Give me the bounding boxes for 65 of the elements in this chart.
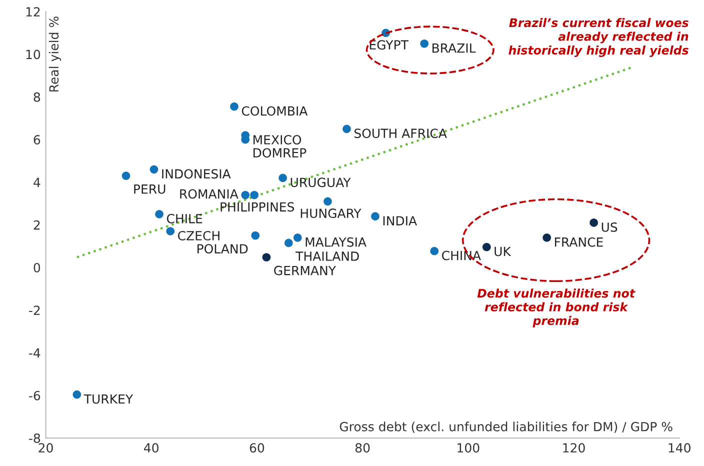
annotation: HUNGARY <box>300 208 362 218</box>
annotation: PERU <box>134 184 166 194</box>
annotation: Brazil’s current fiscal woes already reflected in historically high real yields <box>508 18 688 57</box>
annotation: US <box>602 222 618 232</box>
annotation: GERMANY <box>274 266 336 276</box>
point <box>284 238 293 248</box>
point <box>542 233 551 242</box>
y-tick-label: 2 <box>34 220 40 230</box>
point <box>166 227 175 236</box>
point <box>122 172 130 180</box>
x-tick-label: 100 <box>458 443 480 453</box>
point <box>251 231 260 240</box>
point <box>342 124 351 134</box>
point <box>293 233 302 242</box>
annotation: URUGUAY <box>290 178 351 188</box>
annotation: MEXICO <box>254 135 302 144</box>
annotation: EGYPT <box>370 40 408 50</box>
y-tick-label: 0 <box>34 262 40 272</box>
annotation: CZECH <box>178 230 220 240</box>
point <box>155 210 164 218</box>
annotation: POLAND <box>198 244 248 254</box>
point <box>250 190 258 200</box>
annotation: CHINA <box>442 250 481 260</box>
y-tick-label: 4 <box>34 178 40 187</box>
annotation: BRAZIL <box>432 44 476 53</box>
x-axis-title: Gross debt (excl. unfunded liabilities for DM) / GDP % <box>340 422 672 433</box>
annotation: THAILAND <box>296 252 359 261</box>
y-axis-title: Real yield % <box>48 16 62 92</box>
x-tick-label: 40 <box>144 443 158 453</box>
y-tick-label: 12 <box>26 7 40 16</box>
annotation: INDONESIA <box>162 169 231 179</box>
x-tick-label: 80 <box>355 443 370 453</box>
x-tick-label: 140 <box>668 443 690 453</box>
point <box>590 218 598 227</box>
annotation: MALAYSIA <box>306 237 366 247</box>
point <box>72 390 82 399</box>
point <box>150 165 158 174</box>
point <box>230 102 238 111</box>
point <box>278 174 287 182</box>
point <box>324 197 332 206</box>
y-tick-label: -6 <box>29 390 40 400</box>
annotation: UK <box>494 246 512 256</box>
point <box>262 253 271 262</box>
point <box>241 190 250 200</box>
point <box>430 246 439 256</box>
annotation: PHILIPPINES <box>220 202 294 212</box>
annotation: INDIA <box>383 216 417 226</box>
annotation: ROMANIA <box>180 189 238 199</box>
x-tick-label: 20 <box>38 443 53 453</box>
y-tick-label: -4 <box>29 348 40 358</box>
annotation: FRANCE <box>555 237 603 247</box>
x-tick-label: 60 <box>250 443 264 453</box>
y-tick-label: 10 <box>26 50 40 60</box>
annotation: DOMREP <box>254 148 306 158</box>
annotation: COLOMBIA <box>242 106 308 116</box>
y-tick-label: -8 <box>29 434 40 443</box>
y-tick-label: 6 <box>34 135 40 144</box>
y-tick-label: 8 <box>34 92 40 102</box>
y-tick-label: -2 <box>29 306 40 315</box>
point <box>420 39 429 48</box>
annotation: Debt vulnerabilities not reflected in bond risk premia <box>477 288 636 328</box>
point <box>482 242 491 252</box>
x-tick-label: 120 <box>563 443 585 453</box>
annotation: TURKEY <box>84 394 134 404</box>
point <box>371 212 380 220</box>
